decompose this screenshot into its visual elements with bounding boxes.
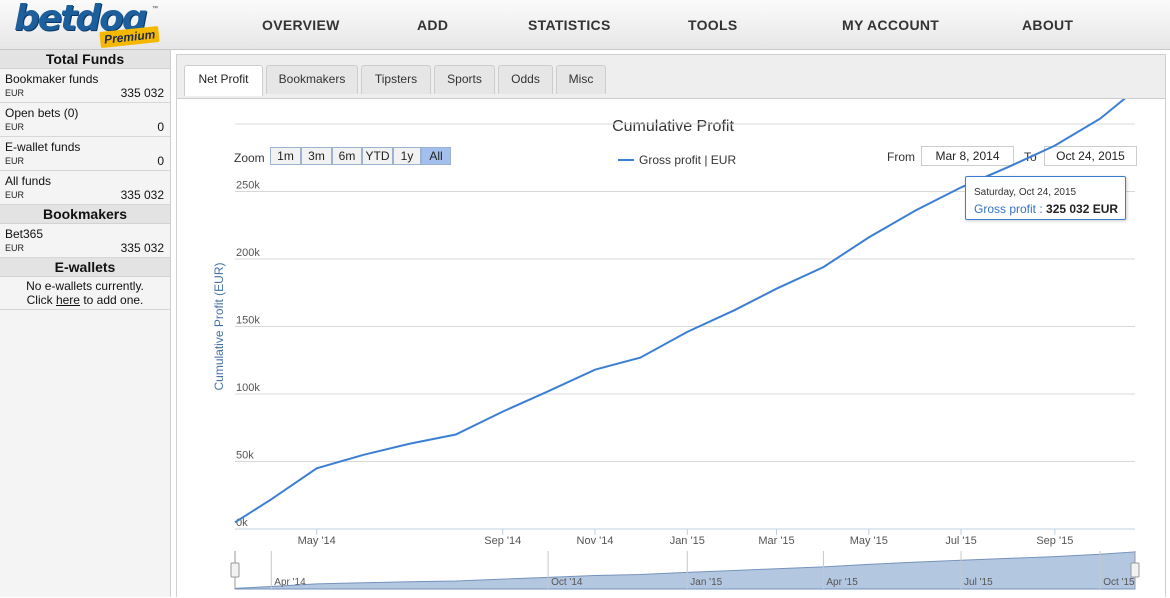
note-post: to add one. [79,293,144,307]
navigator-left-handle[interactable] [230,562,240,578]
x-tick-label: May '14 [298,535,336,547]
nav-statistics[interactable]: STATISTICS [528,17,611,33]
y-axis-title: Cumulative Profit (EUR) [212,262,226,390]
ewallets-heading: E-wallets [0,258,170,277]
navigator-tick-label: Jan '15 [690,577,722,588]
ewallets-note: No e-wallets currently. Click here to ad… [0,277,170,310]
tooltip-series: Gross profit : 325 032 EUR [974,202,1119,216]
zoom-ytd-button[interactable]: YTD [362,147,393,165]
zoom-1m-button[interactable]: 1m [270,147,301,165]
funds-row-ewallet: E-wallet funds EUR 0 [0,137,170,171]
chart-title: Cumulative Profit [612,118,734,135]
funds-row-all: All funds EUR 335 032 [0,171,170,205]
funds-label: All funds [5,174,52,188]
bookmaker-amount: 335 032 [120,241,164,255]
zoom-label: Zoom [234,151,265,165]
zoom-all-button[interactable]: All [421,147,451,165]
ewallets-note-line1: No e-wallets currently. [26,279,144,293]
profit-chart: Zoom 1m 3m 6m YTD 1y All From To Cumulat… [177,99,1165,598]
from-label: From [887,150,915,164]
navigator-right-handle[interactable] [1130,562,1140,578]
navigator-tick-label: Apr '15 [826,577,858,588]
legend-label: Gross profit | EUR [639,153,736,167]
x-tick-label: Sep '15 [1036,535,1073,547]
funds-currency: EUR [5,122,25,132]
x-tick-label: Sep '14 [484,535,521,547]
profit-line [234,99,1126,524]
navigator-tick-label: Jul '15 [964,577,993,588]
funds-amount: 0 [157,120,164,134]
note-pre: Click [26,293,56,307]
tab-bookmakers[interactable]: Bookmakers [266,65,358,94]
total-funds-heading: Total Funds [0,50,170,69]
sidebar: Total Funds Bookmaker funds EUR 335 032 … [0,50,171,597]
funds-currency: EUR [5,190,25,200]
tab-misc[interactable]: Misc [556,65,606,94]
nav-tools[interactable]: TOOLS [688,17,738,33]
add-ewallet-link[interactable]: here [55,293,80,307]
x-tick-label: Jul '15 [945,535,976,547]
funds-row-open-bets: Open bets (0) EUR 0 [0,103,170,137]
zoom-6m-button[interactable]: 6m [332,147,362,165]
funds-currency: EUR [5,156,25,166]
navigator-area [234,551,1136,590]
main-nav: OVERVIEW ADD STATISTICS TOOLS MY ACCOUNT… [220,0,1170,50]
y-tick-label: 250k [236,180,260,192]
tab-tipsters[interactable]: Tipsters [361,65,431,94]
bookmaker-label: Bet365 [5,227,44,241]
funds-currency: EUR [5,88,25,98]
funds-label: Bookmaker funds [5,72,99,86]
betdoq-logo[interactable]: betdoq ™ Premium [14,0,164,50]
funds-amount: 335 032 [120,86,164,100]
tab-odds[interactable]: Odds [498,65,553,94]
x-tick-label: May '15 [850,535,888,547]
ewallets-note-line2: Click here to add one. [0,293,170,307]
y-tick-label: 200k [236,247,260,259]
nav-my-account[interactable]: MY ACCOUNT [842,17,940,33]
to-date-input[interactable] [1044,146,1137,166]
tooltip-date: Saturday, Oct 24, 2015 [974,187,1077,198]
tooltip-value: 325 032 EUR [1046,202,1119,216]
stats-tabs: Net Profit Bookmakers Tipsters Sports Od… [177,55,1165,99]
logo-trademark: ™ [152,6,158,12]
funds-amount: 0 [157,154,164,168]
zoom-1y-button[interactable]: 1y [393,147,421,165]
tab-net-profit[interactable]: Net Profit [184,65,263,96]
bookmakers-heading: Bookmakers [0,205,170,224]
funds-label: E-wallet funds [5,140,81,154]
funds-row-bookmaker: Bookmaker funds EUR 335 032 [0,69,170,103]
navigator-tick-label: Apr '14 [274,577,306,588]
from-date-input[interactable] [921,146,1014,166]
x-tick-label: Mar '15 [758,535,794,547]
bookmaker-row-bet365[interactable]: Bet365 EUR 335 032 [0,224,170,258]
y-tick-label: 150k [236,315,260,327]
tooltip-series-name: Gross profit [974,202,1037,216]
navigator-tick-label: Oct '14 [551,577,583,588]
tab-sports[interactable]: Sports [434,65,495,94]
navigator-tick-label: Oct '15 [1103,577,1135,588]
main-panel: Net Profit Bookmakers Tipsters Sports Od… [176,54,1166,597]
funds-amount: 335 032 [120,188,164,202]
top-header: betdoq ™ Premium OVERVIEW ADD STATISTICS… [0,0,1170,50]
funds-label: Open bets (0) [5,106,79,120]
x-tick-label: Nov '14 [577,535,614,547]
nav-add[interactable]: ADD [417,17,449,33]
chart-tooltip: Saturday, Oct 24, 2015 Gross profit : 32… [965,176,1126,220]
zoom-3m-button[interactable]: 3m [301,147,332,165]
nav-overview[interactable]: OVERVIEW [262,17,340,33]
x-tick-label: Jan '15 [670,535,705,547]
y-tick-label: 100k [236,382,260,394]
bookmaker-currency: EUR [5,243,25,253]
nav-about[interactable]: ABOUT [1022,17,1074,33]
y-tick-label: 50k [236,450,254,462]
